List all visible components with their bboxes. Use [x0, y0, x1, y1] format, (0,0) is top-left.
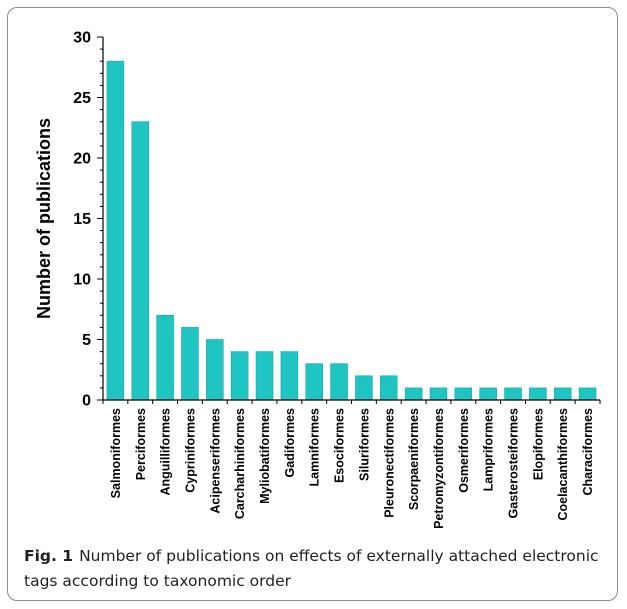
- bar-osmeriformes: [454, 387, 473, 401]
- x-category-label: Lampriformes: [482, 408, 496, 491]
- figure-caption: Fig. 1 Number of publications on effects …: [24, 544, 614, 594]
- bar-esociformes: [330, 363, 348, 401]
- bar-petromyzontiformes: [429, 387, 448, 401]
- x-category-label: Siluriformes: [357, 408, 371, 481]
- caption-text: Number of publications on effects of ext…: [24, 547, 599, 590]
- x-category-label: Pleuronectiformes: [382, 408, 396, 518]
- caption-label: Fig. 1: [24, 547, 74, 565]
- bar-cypriniformes: [181, 327, 199, 401]
- y-tick-label: 25: [73, 90, 91, 107]
- x-category-label: Carcharhiniformes: [233, 408, 247, 519]
- bar-pleuronectiformes: [380, 375, 398, 401]
- x-category-label: Salmoniformes: [109, 408, 123, 498]
- y-tick-label: 5: [82, 332, 91, 349]
- x-category-label: Gasterosteiformes: [507, 408, 521, 519]
- bar-anguilliformes: [156, 314, 174, 401]
- bar-chart: 0 5 10 15 20 25 30 Salmoniformes Perciformes Ang…: [34, 30, 601, 529]
- bar-siluriformes: [355, 375, 373, 401]
- bar-scorpaeniformes: [404, 387, 423, 401]
- y-tick-label: 20: [73, 151, 91, 168]
- x-category-label: Petromyzontiformes: [432, 408, 446, 529]
- bar-lampriformes: [479, 387, 497, 401]
- x-category-label: Esociformes: [333, 408, 347, 483]
- bar-carcharhiniformes: [230, 351, 249, 401]
- bar-gasterosteiformes: [504, 387, 522, 401]
- x-category-label: Acipenseriformes: [208, 408, 222, 514]
- x-category-label: Scorpaeniformes: [407, 408, 421, 510]
- x-category-label: Lamniformes: [308, 408, 322, 487]
- bar-lamniformes: [305, 363, 323, 401]
- bar-myliobatiformes: [255, 351, 274, 401]
- x-category-label: Perciformes: [134, 408, 148, 480]
- x-category-label: Elopiformes: [531, 408, 545, 480]
- x-category-label: Anguilliformes: [159, 408, 173, 496]
- x-category-label: Characiformes: [581, 408, 595, 496]
- x-category-label: Gadiformes: [283, 408, 297, 478]
- x-category-label: Myliobatiformes: [258, 408, 272, 504]
- bar-coelacanthiformes: [553, 387, 572, 401]
- y-axis-title: Number of publications: [34, 118, 54, 319]
- bar-salmoniformes: [106, 60, 125, 401]
- y-tick-label: 15: [73, 211, 91, 228]
- bar-characiformes: [578, 387, 597, 401]
- bar-gadiformes: [280, 351, 299, 401]
- y-tick-label: 0: [82, 393, 91, 410]
- bars-group: [106, 60, 597, 401]
- y-tick-label: 30: [73, 30, 91, 47]
- y-tick-label: 10: [73, 272, 91, 289]
- x-category-label: Osmeriformes: [457, 408, 471, 493]
- bar-acipenseriformes: [206, 339, 224, 401]
- y-axis: 0 5 10 15 20 25 30: [73, 30, 104, 410]
- x-axis: Salmoniformes Perciformes Anguilliformes Cy…: [102, 399, 601, 529]
- bar-perciformes: [131, 121, 150, 401]
- x-category-label: Coelacanthiformes: [556, 408, 570, 521]
- bar-elopiformes: [529, 387, 547, 401]
- x-category-label: Cypriniformes: [183, 408, 197, 493]
